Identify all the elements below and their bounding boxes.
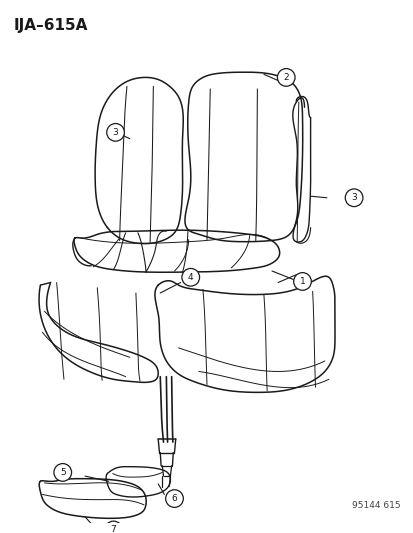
Text: 6: 6 bbox=[171, 494, 177, 503]
Circle shape bbox=[344, 189, 362, 207]
Text: 3: 3 bbox=[350, 193, 356, 202]
Circle shape bbox=[293, 272, 311, 290]
Text: 3: 3 bbox=[112, 128, 118, 137]
Text: 95144 615: 95144 615 bbox=[351, 502, 399, 511]
Text: 4: 4 bbox=[188, 273, 193, 282]
Circle shape bbox=[181, 269, 199, 286]
Circle shape bbox=[277, 69, 294, 86]
Circle shape bbox=[107, 124, 124, 141]
Text: 2: 2 bbox=[283, 73, 288, 82]
Circle shape bbox=[165, 490, 183, 507]
Circle shape bbox=[54, 464, 71, 481]
Circle shape bbox=[104, 521, 122, 533]
Text: 7: 7 bbox=[110, 526, 116, 533]
Text: IJA–615A: IJA–615A bbox=[14, 18, 88, 33]
Text: 5: 5 bbox=[60, 468, 65, 477]
Text: 1: 1 bbox=[299, 277, 305, 286]
